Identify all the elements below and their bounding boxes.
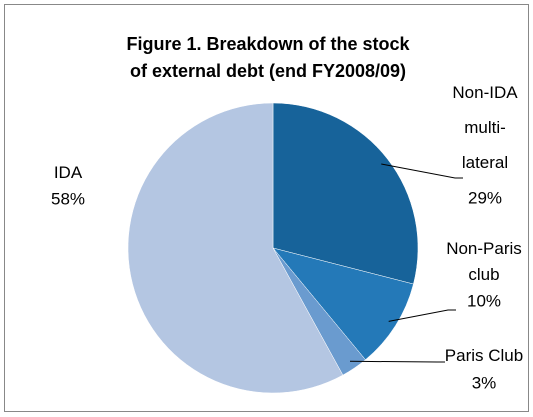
slice-label: Non-IDA multi-lateral bbox=[452, 83, 518, 172]
leader-line bbox=[381, 163, 463, 179]
leader-line bbox=[388, 309, 456, 322]
chart-title: Figure 1. Breakdown of the stock of exter… bbox=[126, 34, 410, 81]
leader-line bbox=[350, 360, 445, 363]
slice-label: Paris Club bbox=[445, 346, 523, 365]
slice-value-label: 10% bbox=[467, 291, 501, 310]
pie-slice bbox=[272, 247, 414, 361]
slice-value-label: 58% bbox=[51, 189, 85, 208]
slice-label: IDA bbox=[54, 163, 83, 182]
slice-label: Non-Paris club bbox=[446, 239, 522, 284]
pie-slice bbox=[272, 102, 419, 285]
pie-slice bbox=[127, 102, 344, 394]
slice-value-label: 29% bbox=[468, 188, 502, 207]
slice-value-label: 3% bbox=[472, 373, 497, 392]
